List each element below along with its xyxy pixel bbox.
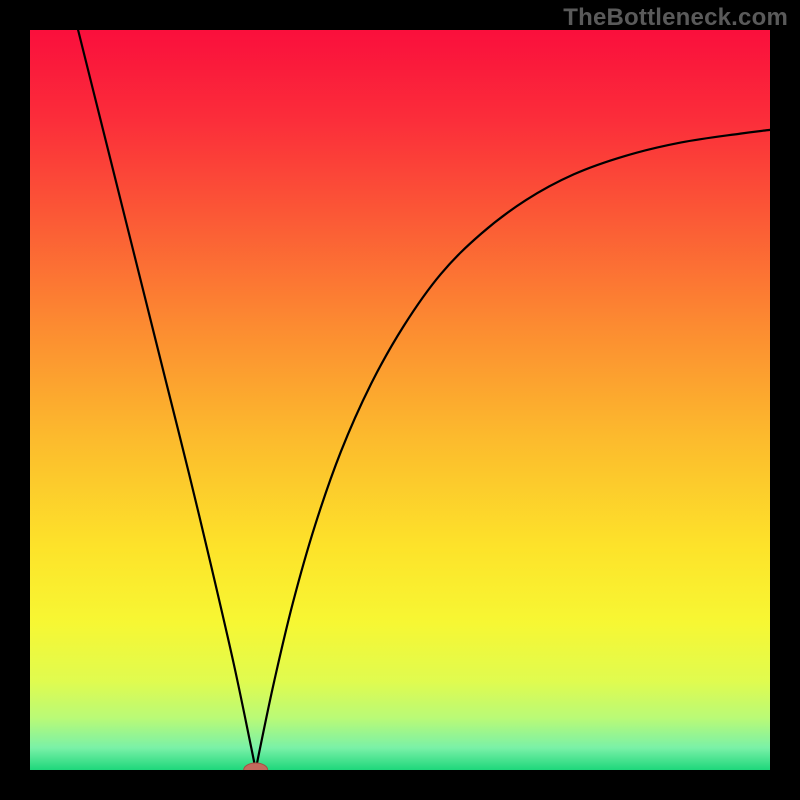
chart-frame: TheBottleneck.com <box>0 0 800 800</box>
chart-svg <box>0 0 800 800</box>
watermark-text: TheBottleneck.com <box>563 4 788 32</box>
plot-background <box>30 30 770 770</box>
